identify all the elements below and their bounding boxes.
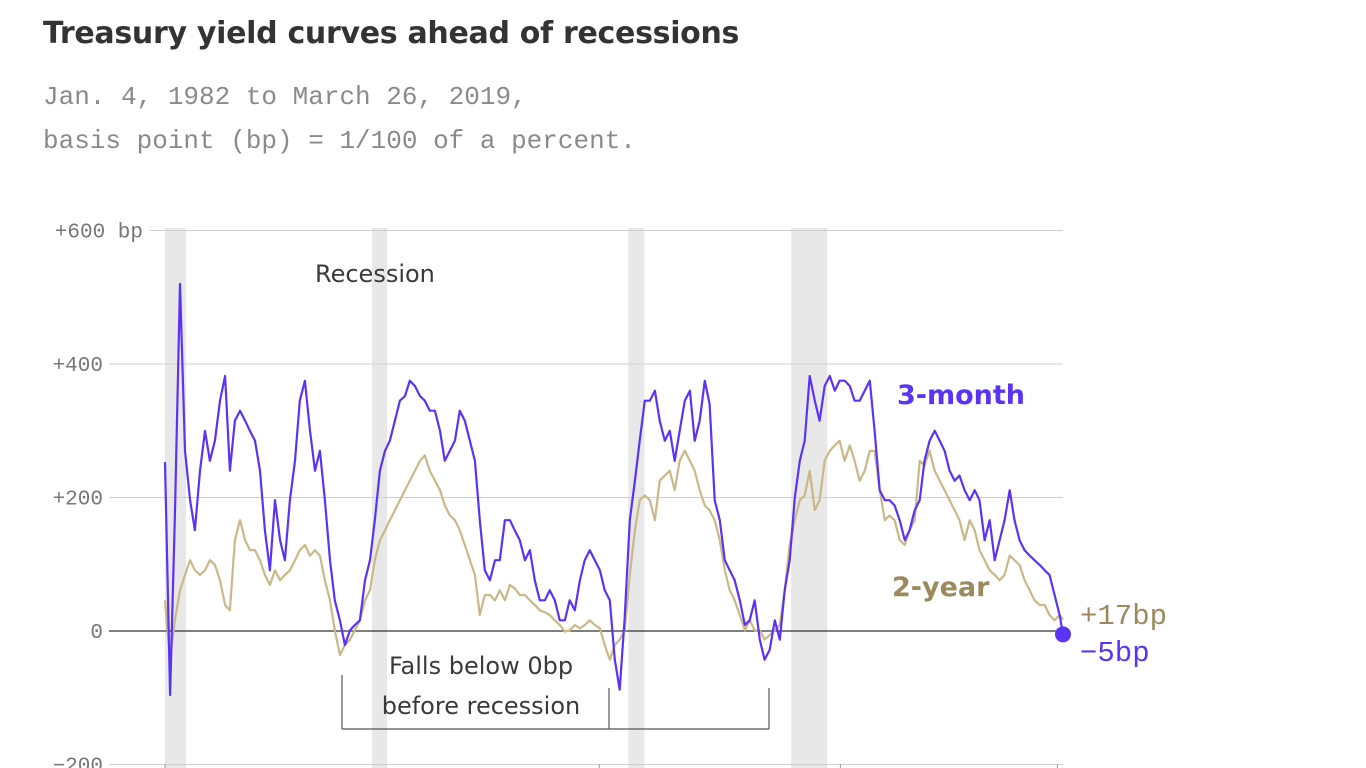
end-label-3-month: −5bp bbox=[1080, 637, 1150, 670]
line-2-year bbox=[163, 439, 1064, 661]
y-tick-label: −200 bbox=[53, 756, 103, 768]
chart-subtitle-line2: basis point (bp) = 1/100 of a percent. bbox=[43, 126, 636, 156]
end-label-2-year: +17bp bbox=[1080, 600, 1167, 633]
y-tick-label: +600 bp bbox=[55, 222, 143, 245]
falls-below-annotation-line1: Falls below 0bp bbox=[389, 652, 573, 680]
end-point-3-month bbox=[1055, 626, 1071, 643]
y-tick-label: +400 bbox=[53, 355, 103, 378]
annotation-bracket bbox=[341, 675, 770, 730]
series-label-3-month: 3-month bbox=[897, 380, 1025, 411]
line-3-month bbox=[163, 282, 1065, 697]
recession-annotation: Recession bbox=[315, 260, 435, 288]
series-label-2-year: 2-year bbox=[892, 572, 990, 603]
chart-title: Treasury yield curves ahead of recession… bbox=[43, 16, 740, 51]
falls-below-annotation-line2: before recession bbox=[382, 692, 581, 720]
y-tick-label: +200 bbox=[53, 489, 103, 512]
chart-subtitle-line1: Jan. 4, 1982 to March 26, 2019, bbox=[43, 82, 527, 112]
y-tick-label: 0 bbox=[90, 622, 103, 645]
